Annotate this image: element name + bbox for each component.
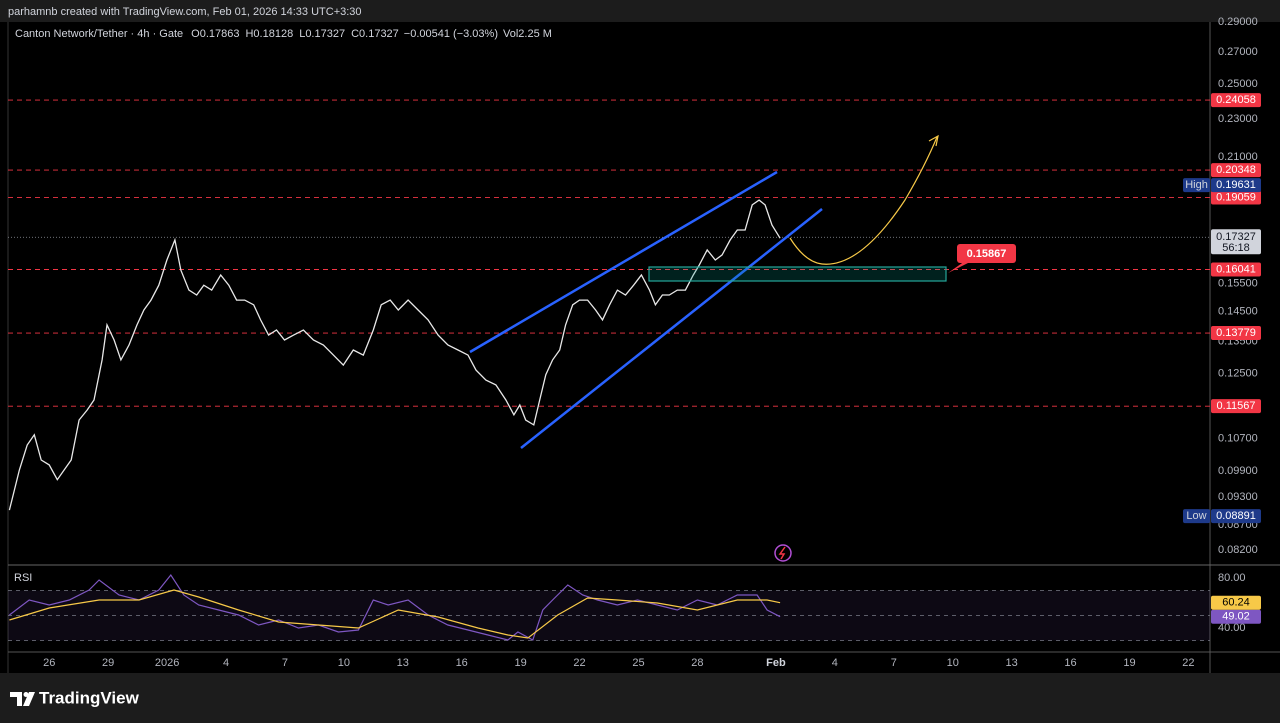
alert-icon[interactable] bbox=[774, 544, 792, 562]
y-tick-label: 0.10700 bbox=[1218, 433, 1258, 445]
x-tick-label: 19 bbox=[514, 657, 526, 669]
demand-zone bbox=[648, 266, 947, 282]
brand-logo-dot bbox=[23, 692, 29, 697]
x-tick-label: 26 bbox=[43, 657, 55, 669]
level-label-box bbox=[1211, 326, 1261, 341]
x-tick-label: 13 bbox=[1006, 657, 1018, 669]
level-label: 0.24058 bbox=[1216, 94, 1256, 106]
callout-label: 0.15867 bbox=[967, 248, 1007, 260]
rsi-line bbox=[9, 573, 781, 641]
x-tick-label: 28 bbox=[691, 657, 703, 669]
symbol-title: Canton Network/Tether · 4h · Gate bbox=[15, 28, 183, 40]
x-tick-label: 7 bbox=[282, 657, 288, 669]
ohlc-key: H bbox=[245, 28, 253, 40]
rsi-last-label-box bbox=[1211, 609, 1261, 624]
level-label: 0.13779 bbox=[1216, 327, 1256, 339]
brand-logo bbox=[10, 692, 35, 706]
ohlc-value: 0.17863 bbox=[200, 28, 240, 40]
x-tick-label: Feb bbox=[766, 657, 786, 669]
y-tick-label: 80.00 bbox=[1218, 572, 1246, 584]
footer-bar bbox=[0, 673, 1280, 723]
countdown-label: 56:18 bbox=[1222, 242, 1250, 254]
low-label: 0.08891 bbox=[1216, 510, 1256, 522]
ohlc-value: 0.17327 bbox=[305, 28, 345, 40]
high-tag: High bbox=[1185, 179, 1208, 191]
pane-title: RSI bbox=[14, 572, 32, 584]
x-tick-label: 25 bbox=[632, 657, 644, 669]
y-tick-label: 0.15500 bbox=[1218, 278, 1258, 290]
projection-curve bbox=[789, 136, 938, 265]
ohlc-value: 0.17327 bbox=[359, 28, 399, 40]
last-price-label: 0.17327 bbox=[1216, 231, 1256, 243]
y-tick-label: 0.14500 bbox=[1218, 306, 1258, 318]
level-label: 0.11567 bbox=[1217, 400, 1256, 412]
ohlc-value: 0.18128 bbox=[253, 28, 293, 40]
channel-upper bbox=[469, 170, 778, 354]
projection-arrowhead bbox=[928, 134, 939, 147]
low-tag: Low bbox=[1186, 510, 1206, 522]
high-tag-box bbox=[1183, 178, 1210, 193]
level-label: 0.16041 bbox=[1216, 263, 1256, 275]
price-line bbox=[8, 199, 781, 511]
x-tick-label: 13 bbox=[397, 657, 409, 669]
x-tick-label: 29 bbox=[102, 657, 114, 669]
level-label-box bbox=[1211, 163, 1261, 178]
y-tick-label: 0.29000 bbox=[1218, 16, 1258, 28]
level-label: 0.19059 bbox=[1216, 191, 1256, 203]
volume-key: Vol bbox=[503, 28, 518, 40]
change-value: −0.00541 (−3.03%) bbox=[404, 28, 498, 40]
x-tick-label: 22 bbox=[573, 657, 585, 669]
y-tick-label: 0.21000 bbox=[1218, 151, 1258, 163]
top-bar bbox=[0, 0, 1280, 22]
x-tick-label: 10 bbox=[947, 657, 959, 669]
level-label-box bbox=[1211, 190, 1261, 205]
rsi-last-label-box bbox=[1211, 595, 1261, 610]
y-tick-label: 0.08200 bbox=[1218, 544, 1258, 556]
x-tick-label: 10 bbox=[338, 657, 350, 669]
attribution: parhamnb created with TradingView.com, F… bbox=[8, 6, 362, 18]
callout-pointer bbox=[948, 261, 972, 273]
x-tick-label: 4 bbox=[223, 657, 229, 669]
level-label: 0.20348 bbox=[1216, 164, 1256, 176]
last-price-box bbox=[1211, 229, 1261, 255]
callout-box bbox=[957, 244, 1016, 263]
rsi-line bbox=[9, 589, 781, 639]
ohlc-key: C bbox=[351, 28, 359, 40]
x-tick-label: 7 bbox=[891, 657, 897, 669]
x-tick-label: 16 bbox=[1064, 657, 1076, 669]
rsi-last-label: 60.24 bbox=[1222, 597, 1250, 609]
y-tick-label: 0.12500 bbox=[1218, 368, 1258, 380]
y-tick-label: 0.25000 bbox=[1218, 78, 1258, 90]
rsi-last-label: 49.02 bbox=[1222, 611, 1250, 623]
x-tick-label: 16 bbox=[456, 657, 468, 669]
x-tick-label: 22 bbox=[1182, 657, 1194, 669]
level-label-box bbox=[1211, 399, 1261, 414]
y-tick-label: 0.27000 bbox=[1218, 46, 1258, 58]
volume-value: 2.25 M bbox=[518, 28, 552, 40]
x-tick-label: 4 bbox=[832, 657, 838, 669]
high-label: 0.19631 bbox=[1216, 179, 1256, 191]
low-label-box bbox=[1211, 509, 1261, 524]
high-label-box bbox=[1211, 178, 1261, 193]
low-tag-box bbox=[1183, 509, 1210, 524]
y-tick-label: 40.00 bbox=[1218, 622, 1246, 634]
alert-icon-bolt bbox=[778, 546, 786, 560]
y-tick-label: 0.09900 bbox=[1218, 465, 1258, 477]
plot-area: 0.29000 0.27000 0.25000 0.23000 0.21000 0.155… bbox=[8, 16, 1261, 669]
y-tick-label: 0.09300 bbox=[1218, 491, 1258, 503]
channel-lower bbox=[520, 208, 823, 449]
y-tick-label: 0.23000 bbox=[1218, 113, 1258, 125]
brand-name: TradingView bbox=[39, 688, 140, 707]
x-tick-label: 19 bbox=[1123, 657, 1135, 669]
ohlc-key: O bbox=[191, 28, 200, 40]
ohlc-key: L bbox=[299, 28, 305, 40]
x-tick-label: 2026 bbox=[155, 657, 179, 669]
level-label-box bbox=[1211, 262, 1261, 277]
level-label-box bbox=[1211, 93, 1261, 108]
legend: Canton Network/Tether · 4h · Gate O0.1786… bbox=[15, 28, 552, 40]
